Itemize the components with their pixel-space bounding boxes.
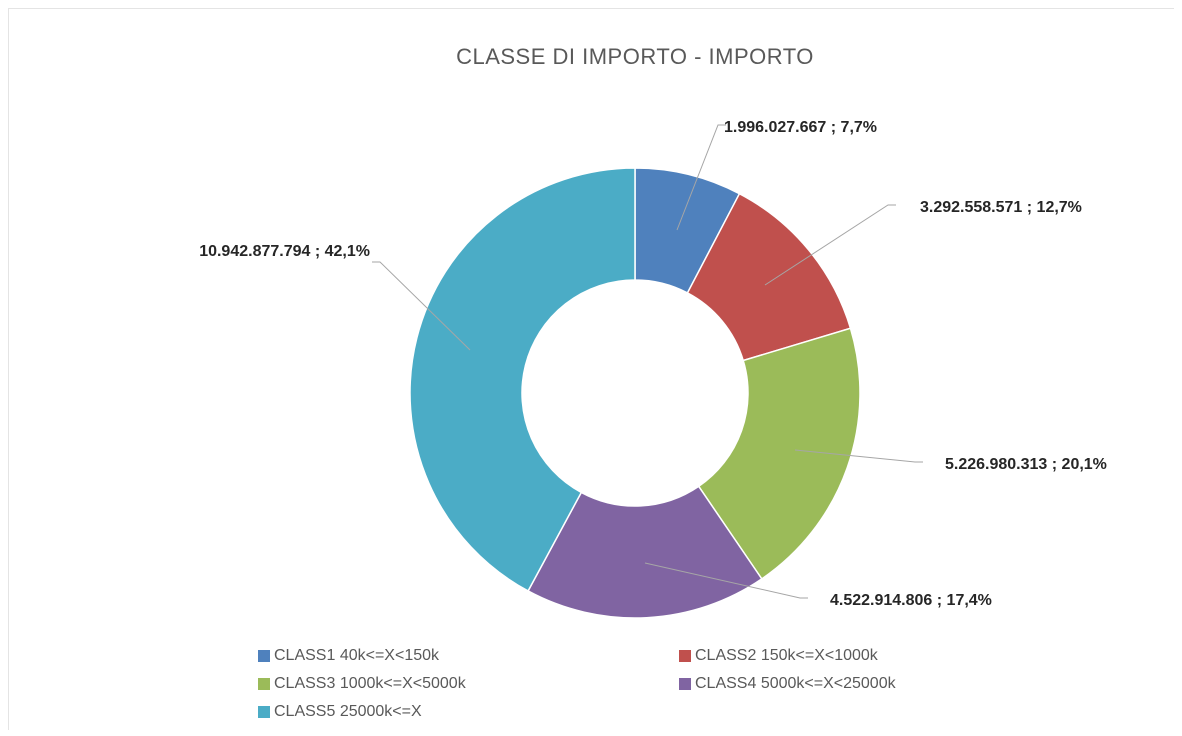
chart-title: CLASSE DI IMPORTO - IMPORTO: [456, 44, 814, 69]
legend-label: CLASS1 40k<=X<150k: [274, 647, 440, 664]
legend-swatch: [258, 678, 270, 690]
donut-slice: [527, 485, 763, 619]
leader-line: [676, 124, 726, 231]
legend-label: CLASS5 25000k<=X: [274, 703, 422, 720]
leader-line: [794, 449, 923, 463]
data-label: 1.996.027.667 ; 7,7%: [724, 119, 878, 136]
leader-line: [644, 562, 808, 599]
legend-swatch: [679, 650, 691, 662]
data-label: 4.522.914.806 ; 17,4%: [830, 592, 992, 609]
data-label: 5.226.980.313 ; 20,1%: [945, 456, 1107, 473]
leader-line: [764, 204, 896, 286]
legend-swatch: [258, 650, 270, 662]
legend-label: CLASS4 5000k<=X<25000k: [695, 675, 896, 692]
legend-item: CLASS3 1000k<=X<5000k: [258, 672, 466, 696]
legend-item: CLASS2 150k<=X<1000k: [679, 644, 878, 668]
legend-item: CLASS1 40k<=X<150k: [258, 644, 439, 668]
donut-slice: [697, 327, 861, 580]
legend-item: CLASS5 25000k<=X: [258, 700, 422, 724]
data-label: 3.292.558.571 ; 12,7%: [920, 199, 1082, 216]
donut-slice: [409, 167, 636, 592]
legend-label: CLASS2 150k<=X<1000k: [695, 647, 878, 664]
chart-frame: [8, 8, 1174, 730]
legend-item: CLASS4 5000k<=X<25000k: [679, 672, 896, 696]
leader-line: [372, 261, 471, 351]
legend-label: CLASS3 1000k<=X<5000k: [274, 675, 466, 692]
legend-swatch: [679, 678, 691, 690]
data-label: 10.942.877.794 ; 42,1%: [199, 243, 370, 260]
legend-swatch: [258, 706, 270, 718]
